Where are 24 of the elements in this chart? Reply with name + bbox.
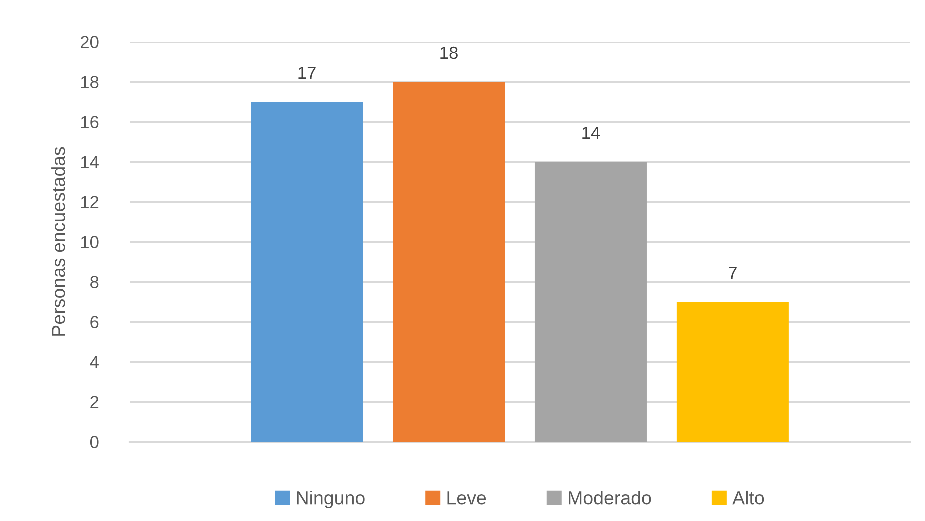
y-tick-label: 10 <box>81 236 99 248</box>
y-axis-title: Personas encuestadas <box>52 147 66 336</box>
y-tick-label: 14 <box>81 156 99 168</box>
y-tick-label: 20 <box>81 36 99 48</box>
legend-label: Moderado <box>569 490 652 505</box>
y-tick-label: 16 <box>81 116 99 128</box>
y-tick-label: 4 <box>90 356 99 368</box>
y-tick-label: 2 <box>90 396 99 408</box>
y-tick-label: 0 <box>90 436 99 448</box>
bar <box>534 162 647 442</box>
legend-label: Leve <box>448 492 486 505</box>
y-tick-label: 8 <box>90 276 99 288</box>
legend-label: Alto <box>732 490 764 505</box>
data-label: 14 <box>582 127 600 139</box>
y-tick-label: 6 <box>90 316 99 328</box>
data-label: 17 <box>298 67 316 79</box>
y-tick-label: 18 <box>81 76 99 88</box>
data-label: 7 <box>729 267 737 279</box>
legend-label: Ninguno <box>297 490 365 508</box>
y-tick-label: 12 <box>81 196 99 208</box>
bar <box>251 102 364 442</box>
bar <box>676 302 789 442</box>
data-label: 18 <box>440 46 458 60</box>
bar <box>393 82 506 442</box>
